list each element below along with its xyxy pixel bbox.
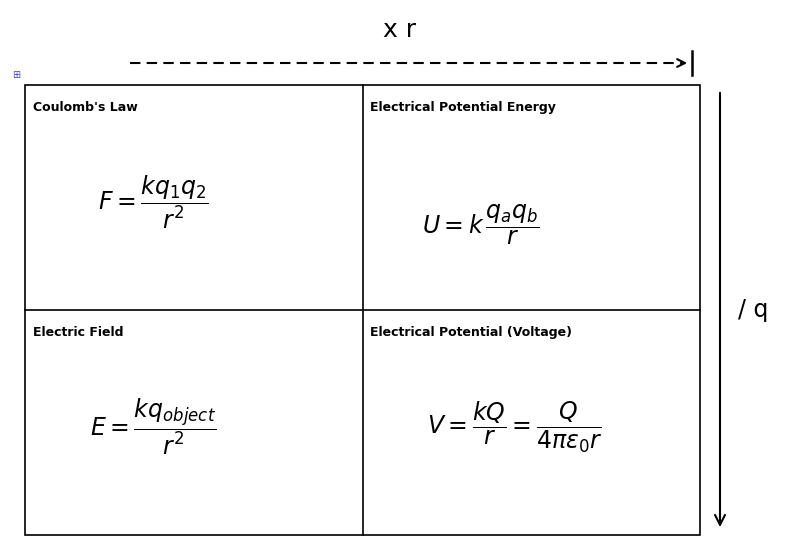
Text: Electrical Potential Energy: Electrical Potential Energy [370, 101, 556, 114]
Text: Electric Field: Electric Field [33, 326, 123, 339]
Text: $V = \dfrac{kQ}{r} = \dfrac{Q}{4\pi\varepsilon_0 r}$: $V = \dfrac{kQ}{r} = \dfrac{Q}{4\pi\vare… [426, 399, 602, 455]
Text: x r: x r [383, 18, 417, 42]
Text: $F = \dfrac{kq_1q_2}{r^2}$: $F = \dfrac{kq_1q_2}{r^2}$ [98, 173, 209, 231]
Bar [25, 85, 700, 535]
Text: $E = \dfrac{kq_{\mathit{object}}}{r^2}$: $E = \dfrac{kq_{\mathit{object}}}{r^2}$ [90, 397, 216, 458]
Text: Electrical Potential (Voltage): Electrical Potential (Voltage) [370, 326, 573, 339]
Text: $U = k\,\dfrac{q_a q_b}{r}$: $U = k\,\dfrac{q_a q_b}{r}$ [422, 202, 539, 246]
Text: ⊞: ⊞ [12, 70, 20, 80]
Text: / q: / q [738, 298, 768, 322]
Text: Coulomb's Law: Coulomb's Law [33, 101, 138, 114]
